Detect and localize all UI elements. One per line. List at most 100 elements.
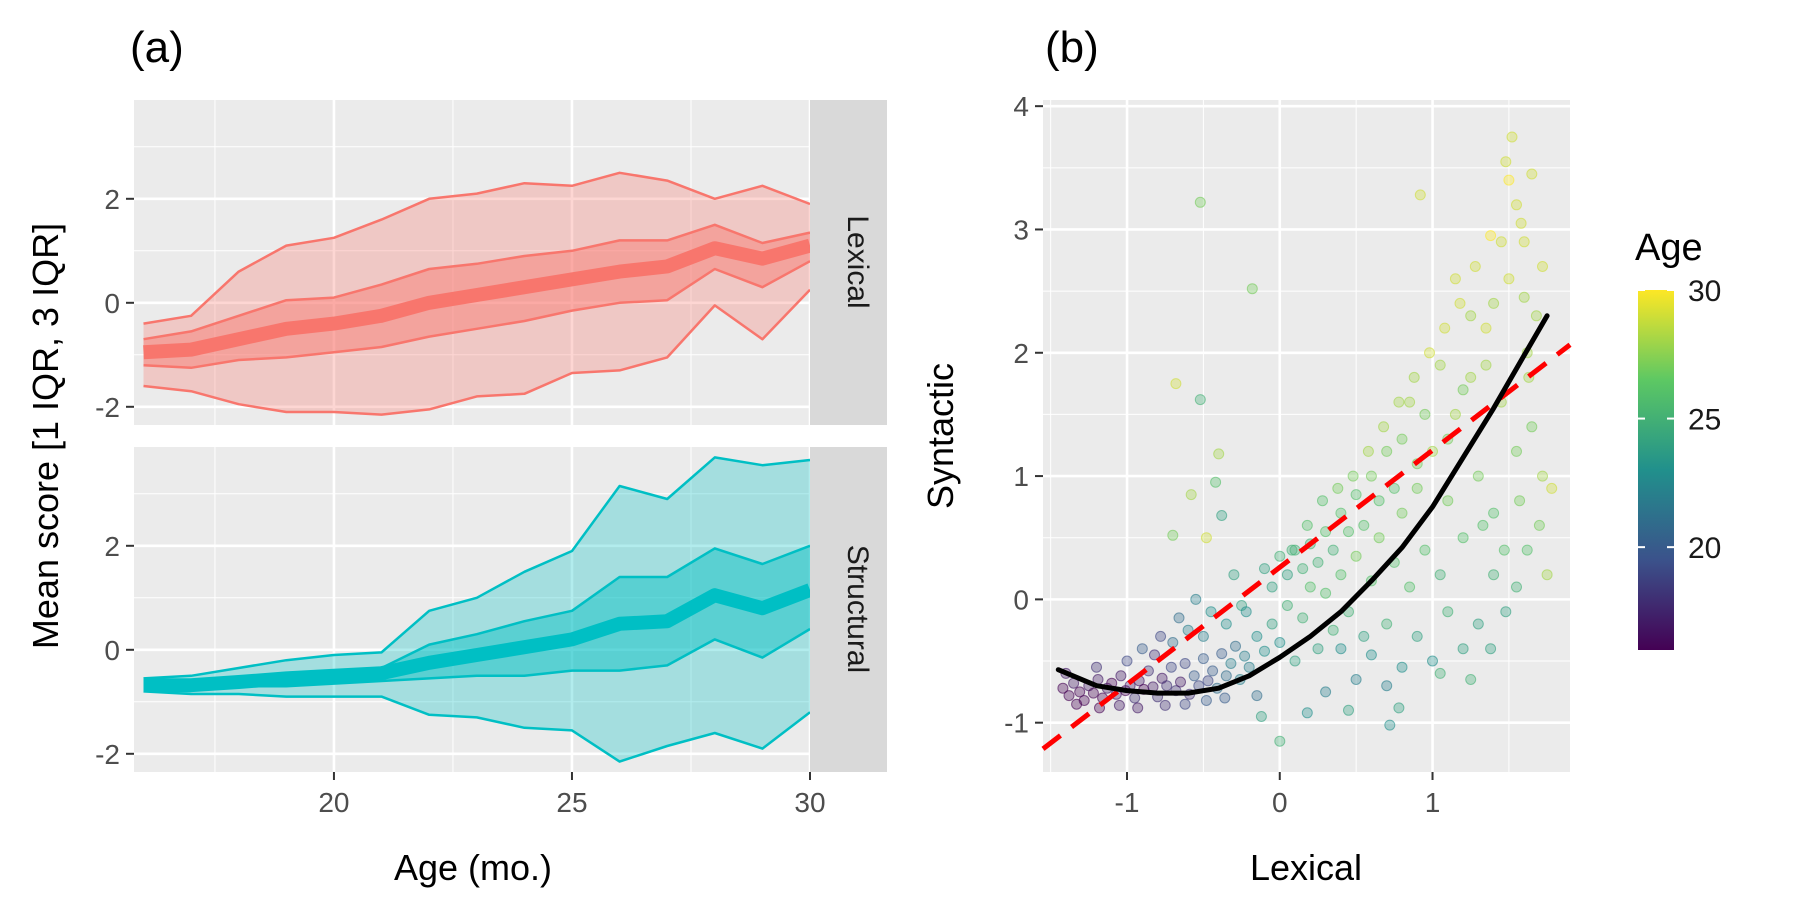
data-point (1411, 482, 1423, 494)
data-point (1442, 495, 1454, 507)
data-point (1304, 581, 1316, 593)
data-point (1350, 674, 1362, 685)
data-point (1220, 618, 1232, 630)
data-point (1274, 735, 1286, 747)
y-tick-label: 1 (1013, 461, 1029, 492)
data-point (1434, 569, 1446, 581)
data-point (1347, 470, 1359, 482)
data-point (1274, 637, 1286, 648)
data-point (1175, 676, 1186, 688)
y-tick-label: 2 (104, 531, 120, 562)
data-point (1454, 297, 1466, 309)
data-point (1240, 606, 1252, 618)
legend-ticks: 20 25 30 (1638, 275, 1721, 565)
data-point (1136, 643, 1148, 655)
data-point (1480, 359, 1492, 371)
x-tick-label: 20 (318, 787, 349, 818)
data-point (1132, 702, 1144, 714)
data-point (1350, 489, 1362, 501)
data-point (1202, 675, 1214, 687)
data-point (1259, 645, 1270, 657)
data-point (1057, 682, 1069, 694)
data-point (1343, 526, 1354, 538)
data-point (1320, 587, 1332, 599)
data-point (1225, 658, 1237, 669)
data-point (1396, 661, 1408, 673)
data-point (1427, 655, 1438, 667)
data-point (1495, 236, 1507, 248)
outer-upper-line (143, 171, 811, 325)
data-point (1511, 581, 1522, 593)
data-point (1503, 174, 1515, 186)
data-point (1281, 600, 1293, 611)
data-point (1205, 606, 1217, 618)
lexical-panel-bg (134, 100, 810, 425)
data-point (1161, 680, 1173, 692)
data-point (1155, 630, 1167, 642)
data-point (1071, 698, 1083, 710)
data-point (1381, 618, 1393, 630)
data-point (1477, 519, 1489, 531)
data-point (1488, 507, 1500, 519)
data-point (1091, 661, 1102, 673)
data-point (1537, 261, 1548, 272)
y-tick-label: -2 (95, 739, 120, 770)
scatter-y-ticks: -1 0 1 2 3 4 (1004, 91, 1043, 739)
x-tick-label: 1 (1425, 787, 1441, 818)
lexical-facet: Lexical -2 0 2 (95, 100, 887, 425)
panel-a-label: (a) (130, 23, 184, 72)
data-point (1449, 273, 1461, 285)
x-tick-label: 30 (794, 787, 825, 818)
data-point (1243, 661, 1255, 673)
data-point (1457, 643, 1469, 655)
data-point (1465, 310, 1477, 322)
data-point (1113, 699, 1125, 711)
data-point (1087, 687, 1099, 699)
inner-upper-line (143, 223, 811, 341)
data-point (1228, 569, 1240, 581)
data-point (1526, 168, 1538, 180)
data-point (1188, 670, 1200, 682)
data-point (1251, 630, 1263, 642)
data-point (1503, 273, 1515, 285)
data-point (1381, 445, 1393, 457)
structural-y-ticks: -2 0 2 (95, 531, 134, 770)
data-point (1533, 519, 1545, 531)
data-point (1365, 649, 1377, 661)
data-point (1408, 371, 1420, 383)
data-point (1149, 649, 1160, 661)
data-point (1074, 686, 1086, 698)
data-point (1200, 695, 1212, 706)
data-point (1396, 433, 1408, 445)
data-point (1449, 408, 1461, 420)
panel-a-x-axis-title: Age (mo.) (394, 847, 552, 888)
data-point (1393, 702, 1405, 714)
y-tick-label: -1 (1004, 708, 1029, 739)
y-tick-label: 2 (1013, 338, 1029, 369)
data-point (1194, 394, 1206, 406)
data-point (1419, 544, 1431, 556)
data-point (1485, 230, 1497, 242)
lexical-strip (810, 100, 887, 425)
panel-a-y-axis-title: Mean score [1 IQR, 3 IQR] (25, 223, 66, 649)
data-point (1472, 618, 1484, 630)
data-point (1251, 690, 1263, 702)
data-point (1179, 698, 1191, 710)
panel-a-x-ticks: 20 25 30 (318, 772, 826, 818)
data-point (1546, 482, 1558, 494)
panel-b-label: (b) (1045, 23, 1099, 72)
data-point (1219, 692, 1231, 704)
scatter-y-axis-title: Syntactic (920, 363, 961, 509)
data-point (1343, 704, 1354, 716)
scatter-fit-lines (1041, 313, 1572, 751)
legend-tick-label: 20 (1688, 532, 1721, 565)
data-point (1063, 690, 1075, 702)
lexical-y-ticks: -2 0 2 (95, 184, 134, 423)
data-point (1327, 624, 1339, 636)
data-point (1488, 297, 1500, 309)
data-point (1381, 680, 1393, 692)
data-point (1167, 637, 1179, 648)
legend-tick-label: 25 (1688, 404, 1721, 437)
data-point (1335, 569, 1347, 581)
